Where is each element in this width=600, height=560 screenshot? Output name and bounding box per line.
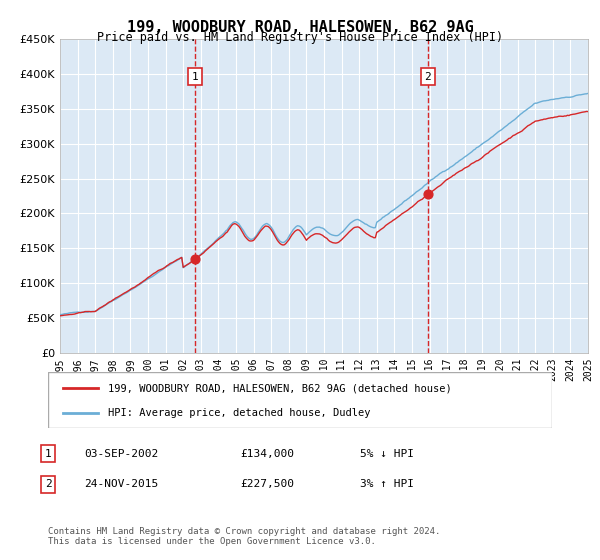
Text: 5% ↓ HPI: 5% ↓ HPI [360,449,414,459]
Text: £134,000: £134,000 [240,449,294,459]
Text: 24-NOV-2015: 24-NOV-2015 [84,479,158,489]
Text: Price paid vs. HM Land Registry's House Price Index (HPI): Price paid vs. HM Land Registry's House … [97,31,503,44]
Text: 03-SEP-2002: 03-SEP-2002 [84,449,158,459]
Text: 1: 1 [191,72,199,82]
Text: 3% ↑ HPI: 3% ↑ HPI [360,479,414,489]
Text: 199, WOODBURY ROAD, HALESOWEN, B62 9AG (detached house): 199, WOODBURY ROAD, HALESOWEN, B62 9AG (… [109,383,452,393]
Point [190,255,200,264]
Text: HPI: Average price, detached house, Dudley: HPI: Average price, detached house, Dudl… [109,408,371,418]
Text: 199, WOODBURY ROAD, HALESOWEN, B62 9AG: 199, WOODBURY ROAD, HALESOWEN, B62 9AG [127,20,473,35]
Text: Contains HM Land Registry data © Crown copyright and database right 2024.
This d: Contains HM Land Registry data © Crown c… [48,526,440,546]
Point [423,190,433,199]
Text: £227,500: £227,500 [240,479,294,489]
FancyBboxPatch shape [48,372,552,428]
Text: 2: 2 [44,479,52,489]
Text: 2: 2 [424,72,431,82]
Text: 1: 1 [44,449,52,459]
